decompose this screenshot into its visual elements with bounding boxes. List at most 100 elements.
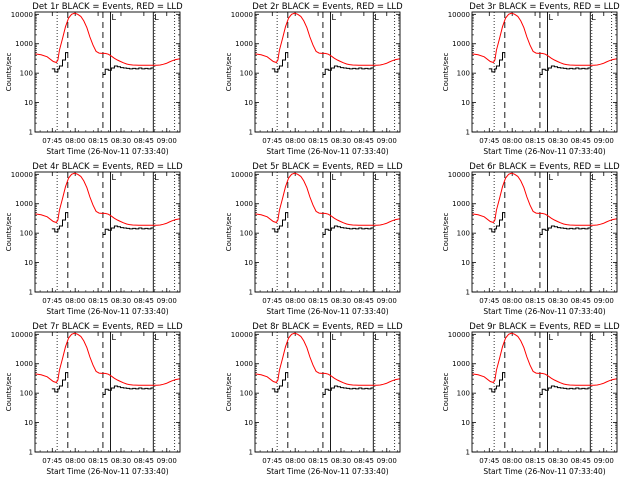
events-series-line xyxy=(271,52,288,73)
detector-panel: Det 1r BLACK = Events, RED = LLD Counts/s… xyxy=(5,2,183,156)
lld-series-line xyxy=(471,332,618,386)
y-tick-label: 1 xyxy=(29,129,33,137)
y-tick-label: 100 xyxy=(20,70,33,78)
x-tick-label: 08:30 xyxy=(548,457,568,465)
x-axis-label: Start Time (26-Nov-11 07:33:40) xyxy=(266,467,388,476)
y-tick-label: 1 xyxy=(249,449,253,457)
detector-panel: Det 8r BLACK = Events, RED = LLD Counts/s… xyxy=(225,322,403,476)
detector-panel: Det 2r BLACK = Events, RED = LLD Counts/s… xyxy=(225,2,403,156)
events-series-line xyxy=(539,225,591,235)
x-tick-label: 08:15 xyxy=(308,297,328,305)
marker-label: L xyxy=(549,173,554,182)
plot-frame xyxy=(34,331,181,453)
x-axis-label: Start Time (26-Nov-11 07:33:40) xyxy=(483,147,605,156)
detector-panel: Det 3r BLACK = Events, RED = LLD Counts/s… xyxy=(442,2,620,156)
x-tick-label: 08:15 xyxy=(308,457,328,465)
events-series-line xyxy=(488,52,505,73)
x-tick-label: 08:00 xyxy=(285,457,305,465)
y-tick-label: 10000 xyxy=(448,171,470,179)
events-series-line xyxy=(539,385,591,395)
y-tick-label: 1000 xyxy=(452,360,470,368)
y-tick-label: 100 xyxy=(20,390,33,398)
y-tick-label: 1000 xyxy=(15,40,33,48)
panel-title: Det 5r BLACK = Events, RED = LLD xyxy=(252,162,403,172)
marker-label: L xyxy=(591,173,596,182)
marker-label: L xyxy=(154,173,159,182)
x-tick-label: 08:00 xyxy=(502,457,522,465)
y-tick-label: 1000 xyxy=(235,40,253,48)
x-tick-label: 08:00 xyxy=(502,137,522,145)
y-axis-label: Counts/sec xyxy=(442,213,450,252)
y-tick-label: 100 xyxy=(240,390,253,398)
y-tick-label: 1 xyxy=(466,129,470,137)
x-tick-label: 09:00 xyxy=(157,297,177,305)
marker-label: L xyxy=(374,333,379,342)
panel-title: Det 7r BLACK = Events, RED = LLD xyxy=(32,322,183,332)
plot-frame xyxy=(471,171,618,293)
lld-series-line xyxy=(34,12,181,66)
x-tick-label: 09:00 xyxy=(377,137,397,145)
x-tick-label: 08:45 xyxy=(354,137,374,145)
plot-frame xyxy=(254,171,401,293)
y-tick-label: 10 xyxy=(24,419,33,427)
y-tick-label: 1000 xyxy=(452,40,470,48)
y-axis-label: Counts/sec xyxy=(225,373,233,412)
y-tick-label: 10 xyxy=(244,99,253,107)
x-axis-label: Start Time (26-Nov-11 07:33:40) xyxy=(483,467,605,476)
marker-label: L xyxy=(332,333,337,342)
plot-frame xyxy=(34,171,181,293)
y-axis-label: Counts/sec xyxy=(225,213,233,252)
x-tick-label: 07:45 xyxy=(262,297,282,305)
events-series-line xyxy=(51,212,68,233)
x-tick-label: 08:30 xyxy=(111,457,131,465)
x-axis-label: Start Time (26-Nov-11 07:33:40) xyxy=(483,307,605,316)
x-tick-label: 08:45 xyxy=(134,137,154,145)
y-tick-label: 1 xyxy=(29,289,33,297)
plot-frame xyxy=(254,331,401,453)
x-tick-label: 09:00 xyxy=(157,137,177,145)
events-series-line xyxy=(102,385,154,395)
x-tick-label: 08:00 xyxy=(285,137,305,145)
panel-title: Det 3r BLACK = Events, RED = LLD xyxy=(469,2,620,12)
marker-label: L xyxy=(332,13,337,22)
x-tick-label: 08:15 xyxy=(308,137,328,145)
y-tick-label: 10000 xyxy=(11,171,33,179)
panel-title: Det 1r BLACK = Events, RED = LLD xyxy=(32,2,183,12)
y-tick-label: 100 xyxy=(457,390,470,398)
marker-label: L xyxy=(549,333,554,342)
x-tick-label: 08:00 xyxy=(285,297,305,305)
y-tick-label: 100 xyxy=(457,70,470,78)
panel-title: Det 8r BLACK = Events, RED = LLD xyxy=(252,322,403,332)
x-tick-label: 07:45 xyxy=(479,297,499,305)
panel-title: Det 6r BLACK = Events, RED = LLD xyxy=(469,162,620,172)
y-tick-label: 1 xyxy=(249,129,253,137)
lld-series-line xyxy=(254,172,401,226)
y-tick-label: 100 xyxy=(240,230,253,238)
y-axis-label: Counts/sec xyxy=(442,53,450,92)
x-tick-label: 08:00 xyxy=(502,297,522,305)
plot-frame xyxy=(254,11,401,133)
x-axis-label: Start Time (26-Nov-11 07:33:40) xyxy=(46,467,168,476)
x-tick-label: 08:15 xyxy=(88,297,108,305)
panel-title: Det 2r BLACK = Events, RED = LLD xyxy=(252,2,403,12)
detector-panel: Det 5r BLACK = Events, RED = LLD Counts/s… xyxy=(225,162,403,316)
y-tick-label: 10000 xyxy=(231,11,253,19)
marker-label: L xyxy=(374,173,379,182)
x-tick-label: 09:00 xyxy=(594,457,614,465)
plot-frame xyxy=(471,331,618,453)
y-tick-label: 10000 xyxy=(448,331,470,339)
marker-label: L xyxy=(591,13,596,22)
lld-series-line xyxy=(254,332,401,386)
y-tick-label: 10000 xyxy=(11,331,33,339)
marker-label: L xyxy=(374,13,379,22)
x-tick-label: 07:45 xyxy=(262,137,282,145)
x-tick-label: 08:00 xyxy=(65,137,85,145)
detector-panel: Det 7r BLACK = Events, RED = LLD Counts/s… xyxy=(5,322,183,476)
marker-label: L xyxy=(154,333,159,342)
detector-panel: Det 6r BLACK = Events, RED = LLD Counts/s… xyxy=(442,162,620,316)
x-tick-label: 08:30 xyxy=(111,297,131,305)
events-series-line xyxy=(488,212,505,233)
y-axis-label: Counts/sec xyxy=(5,373,13,412)
x-tick-label: 09:00 xyxy=(594,137,614,145)
x-tick-label: 08:15 xyxy=(525,457,545,465)
